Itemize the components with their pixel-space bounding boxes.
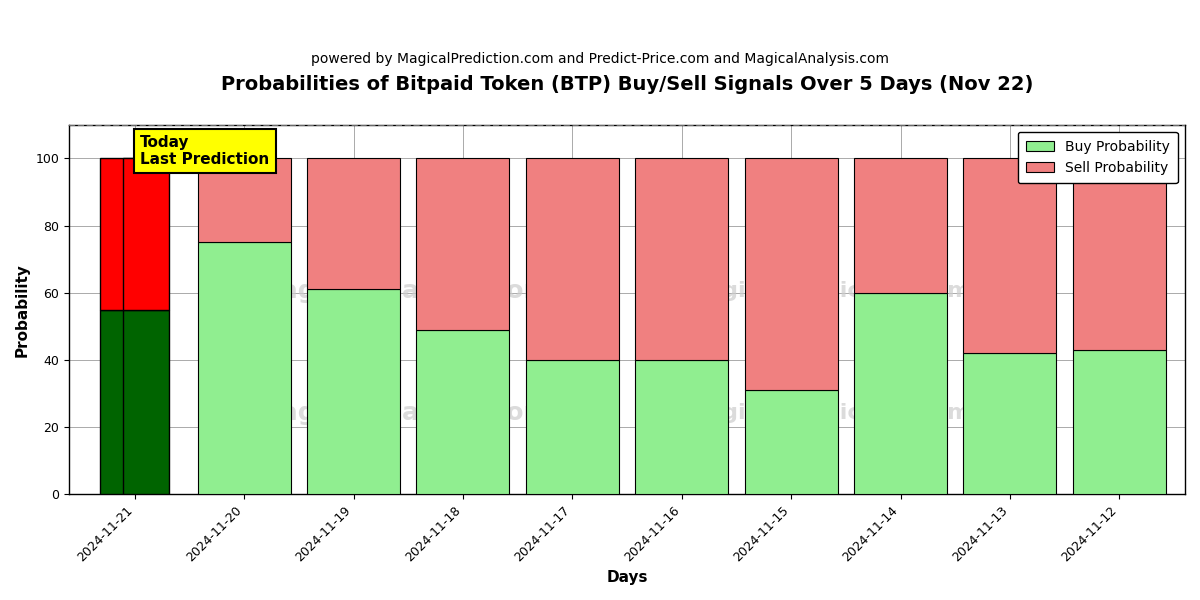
Text: MagicalAnalysis.com: MagicalAnalysis.com <box>257 401 551 425</box>
Text: MagicalAnalysis.com: MagicalAnalysis.com <box>257 279 551 303</box>
Bar <box>1073 158 1166 350</box>
Bar <box>124 158 169 310</box>
Bar <box>307 289 400 494</box>
Bar <box>307 158 400 289</box>
Y-axis label: Probability: Probability <box>16 263 30 356</box>
Bar <box>416 330 510 494</box>
Bar <box>635 360 728 494</box>
Bar <box>745 390 838 494</box>
Bar <box>526 360 619 494</box>
X-axis label: Days: Days <box>606 570 648 585</box>
Bar <box>964 158 1056 353</box>
Bar <box>101 158 146 310</box>
Bar <box>198 158 290 242</box>
Text: MagicalPrediction.com: MagicalPrediction.com <box>685 403 971 423</box>
Bar <box>745 158 838 390</box>
Bar <box>854 293 947 494</box>
Bar <box>1073 350 1166 494</box>
Bar <box>101 310 146 494</box>
Bar <box>416 158 510 330</box>
Bar <box>124 310 169 494</box>
Text: Today
Last Prediction: Today Last Prediction <box>140 135 270 167</box>
Text: MagicalPrediction.com: MagicalPrediction.com <box>685 281 971 301</box>
Bar <box>964 353 1056 494</box>
Text: powered by MagicalPrediction.com and Predict-Price.com and MagicalAnalysis.com: powered by MagicalPrediction.com and Pre… <box>311 52 889 66</box>
Title: Probabilities of Bitpaid Token (BTP) Buy/Sell Signals Over 5 Days (Nov 22): Probabilities of Bitpaid Token (BTP) Buy… <box>221 75 1033 94</box>
Bar <box>854 158 947 293</box>
Bar <box>198 242 290 494</box>
Bar <box>526 158 619 360</box>
Bar <box>635 158 728 360</box>
Legend: Buy Probability, Sell Probability: Buy Probability, Sell Probability <box>1018 131 1178 183</box>
